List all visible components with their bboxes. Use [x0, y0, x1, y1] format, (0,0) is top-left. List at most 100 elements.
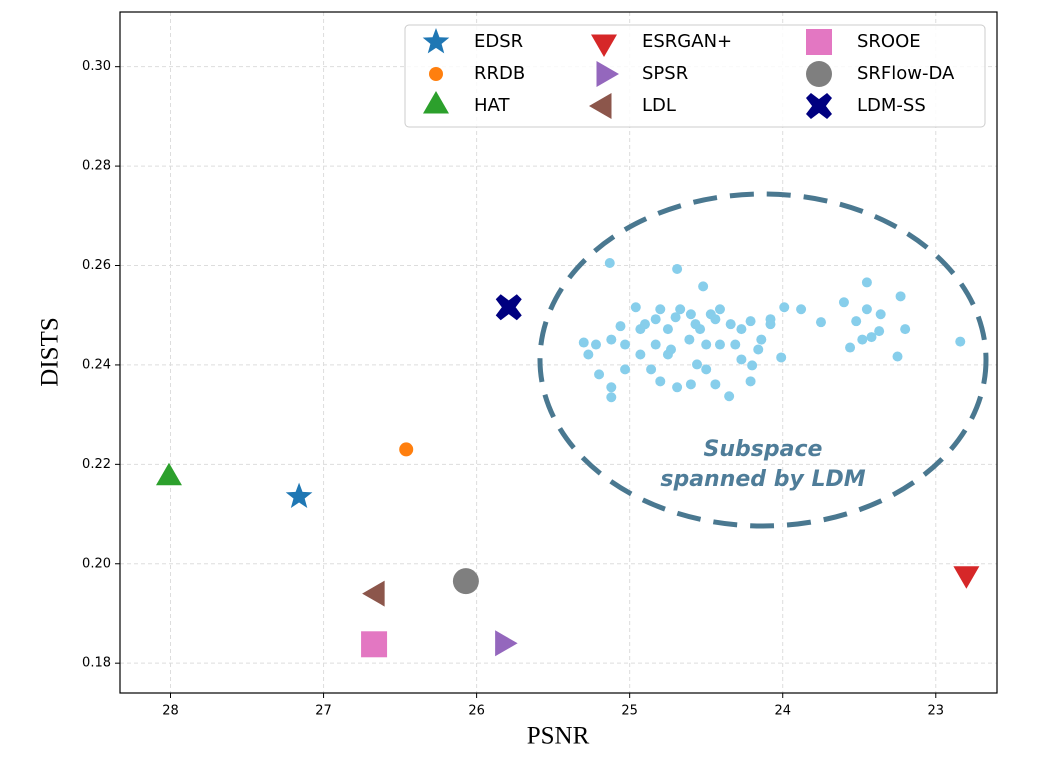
legend-marker — [429, 67, 443, 81]
legend-marker — [589, 93, 612, 119]
point — [685, 379, 696, 390]
point — [285, 482, 313, 508]
point — [745, 316, 756, 327]
point — [655, 304, 666, 315]
legend-label: RRDB — [474, 63, 525, 84]
point — [594, 369, 605, 380]
point — [630, 302, 641, 313]
point — [866, 332, 877, 343]
point — [452, 568, 479, 595]
point — [583, 349, 594, 360]
point — [895, 291, 906, 302]
point — [672, 382, 683, 393]
point — [606, 334, 617, 345]
legend-label: ESRGAN+ — [642, 31, 732, 52]
x-tick-label: 28 — [162, 704, 179, 719]
point — [675, 304, 686, 315]
x-tick-label: 26 — [468, 704, 485, 719]
marks — [155, 258, 980, 658]
point — [701, 339, 712, 350]
point — [662, 349, 673, 360]
point — [695, 324, 706, 335]
y-tick-label: 0.22 — [82, 457, 111, 472]
point — [635, 349, 646, 360]
point — [155, 462, 182, 486]
point — [615, 321, 626, 332]
point — [650, 339, 661, 350]
point — [495, 294, 522, 321]
x-tick-label: 25 — [621, 704, 638, 719]
y-tick-label: 0.18 — [82, 656, 111, 671]
point — [620, 364, 631, 375]
point — [900, 324, 911, 335]
point — [955, 336, 966, 347]
y-tick-label: 0.26 — [82, 258, 111, 273]
legend-marker — [806, 61, 832, 87]
x-tick-label: 24 — [774, 704, 791, 719]
legend-marker — [422, 28, 450, 54]
point — [672, 263, 683, 274]
point — [861, 304, 872, 315]
subspace-ellipse — [537, 191, 989, 529]
point — [857, 334, 868, 345]
point — [953, 566, 980, 589]
point — [776, 352, 787, 363]
legend: EDSR RRDB HAT ESRGAN+ SPSR LDL SROOE SRFlow-DA L… — [422, 28, 955, 119]
point — [646, 364, 657, 375]
legend-box — [404, 24, 986, 128]
point — [724, 391, 735, 402]
point — [701, 364, 712, 375]
point — [796, 304, 807, 315]
annotation: spanned by LDM — [660, 467, 865, 492]
y-axis-title: DISTS — [37, 317, 64, 386]
point — [745, 376, 756, 387]
point — [655, 376, 666, 387]
point — [685, 309, 696, 320]
legend-label: LDM-SS — [857, 95, 926, 116]
point — [851, 316, 862, 327]
point — [692, 359, 703, 370]
legend-label: SRFlow-DA — [857, 63, 955, 84]
legend-label: SROOE — [857, 31, 921, 52]
point — [815, 317, 826, 328]
x-tick-label: 23 — [928, 704, 945, 719]
y-tick-label: 0.24 — [82, 357, 111, 372]
point — [684, 334, 695, 345]
point — [892, 351, 903, 362]
legend-marker — [806, 93, 832, 119]
legend-label: LDL — [642, 95, 676, 116]
legend-label: HAT — [474, 95, 510, 116]
point — [606, 392, 617, 403]
y-tick-label: 0.20 — [82, 556, 111, 571]
point — [710, 314, 721, 325]
point — [756, 334, 767, 345]
annotation: Subspace — [704, 437, 823, 462]
legend-marker — [806, 29, 832, 55]
point — [639, 319, 650, 330]
point — [710, 379, 721, 390]
point — [875, 309, 886, 320]
point — [361, 631, 388, 658]
point — [662, 324, 673, 335]
x-axis-title: PSNR — [527, 723, 590, 750]
point — [399, 442, 414, 457]
legend-label: SPSR — [642, 63, 688, 84]
legend-marker — [591, 34, 617, 57]
point — [650, 314, 661, 325]
y-tick-label: 0.30 — [82, 59, 111, 74]
legend-marker — [423, 91, 449, 114]
point — [736, 354, 747, 365]
point — [747, 360, 758, 371]
point — [698, 281, 709, 292]
point — [620, 339, 631, 350]
point — [604, 258, 615, 269]
plot-frame — [119, 11, 998, 694]
point — [714, 304, 725, 315]
point — [725, 319, 736, 330]
y-tick-label: 0.28 — [82, 159, 111, 174]
legend-marker — [596, 61, 619, 87]
point — [578, 337, 589, 348]
point — [730, 339, 741, 350]
point — [736, 324, 747, 335]
